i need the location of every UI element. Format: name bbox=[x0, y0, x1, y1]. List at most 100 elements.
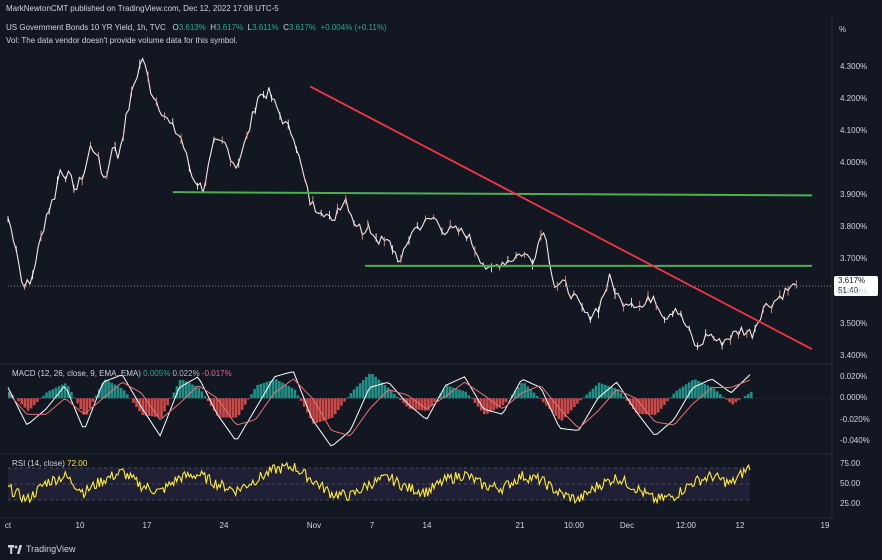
price-tick-label: 4.300% bbox=[840, 62, 868, 72]
macd-histogram-bar bbox=[697, 380, 700, 399]
price-series-line bbox=[7, 57, 369, 290]
downtrend-line bbox=[309, 85, 813, 350]
macd-histogram-bar bbox=[178, 379, 182, 399]
last-price-value: 3.617% bbox=[838, 276, 866, 285]
macd-histogram-bar bbox=[439, 393, 443, 399]
macd-histogram-bar bbox=[470, 398, 474, 400]
macd-histogram-bar bbox=[253, 388, 256, 399]
support-line bbox=[172, 191, 813, 197]
time-tick-label: 21 bbox=[515, 521, 525, 530]
macd-histogram-bar bbox=[181, 380, 185, 399]
price-tick-label: 4.200% bbox=[840, 94, 868, 104]
macd-histogram-bar bbox=[594, 385, 598, 399]
macd-histogram-bar bbox=[666, 398, 669, 402]
macd-histogram-bar bbox=[569, 398, 573, 411]
macd-histogram-bar bbox=[486, 398, 489, 414]
macd-histogram-bar bbox=[296, 395, 300, 399]
macd-histogram-bar bbox=[200, 391, 204, 399]
macd-histogram-bar bbox=[219, 398, 222, 418]
macd-tick-label: 0.020% bbox=[840, 371, 868, 381]
macd-histogram-bar bbox=[731, 398, 734, 405]
macd-histogram-bar bbox=[433, 398, 436, 402]
macd-histogram-bar bbox=[573, 398, 576, 408]
macd-histogram-bar bbox=[312, 398, 315, 424]
macd-histogram-bar bbox=[184, 381, 188, 399]
macd-histogram-bar bbox=[150, 398, 154, 417]
tradingview-logo-icon bbox=[8, 544, 22, 554]
macd-histogram-bar bbox=[290, 387, 294, 399]
rsi-tick-label: 25.00 bbox=[840, 499, 861, 508]
macd-signal-line bbox=[7, 378, 751, 437]
open-value: 3.613% bbox=[178, 23, 206, 32]
macd-histogram-bar bbox=[430, 398, 433, 407]
macd-histogram-bar bbox=[113, 384, 117, 399]
macd-histogram-bar bbox=[144, 398, 148, 416]
macd-histogram-bar bbox=[76, 398, 79, 404]
macd-histogram-bar bbox=[700, 382, 703, 399]
macd-histogram-bar bbox=[358, 383, 362, 399]
time-tick-label: Nov bbox=[306, 521, 322, 530]
symbol-name: US Government Bonds 10 YR Yield, 1h, TVC bbox=[6, 23, 166, 32]
macd-signal-value: -0.017% bbox=[201, 369, 232, 378]
macd-histogram-bar bbox=[669, 397, 672, 399]
macd-histogram-bar bbox=[54, 387, 58, 399]
macd-histogram-bar bbox=[141, 398, 145, 416]
macd-histogram-bar bbox=[728, 398, 731, 403]
macd-histogram-bar bbox=[333, 398, 337, 415]
macd-histogram-bar bbox=[383, 384, 387, 399]
macd-histogram-bar bbox=[725, 398, 728, 400]
close-label: C bbox=[283, 23, 289, 32]
macd-histogram-bar bbox=[495, 398, 499, 409]
low-value: 3.611% bbox=[252, 23, 279, 32]
macd-histogram-bar bbox=[60, 384, 64, 399]
macd-histogram-bar bbox=[203, 396, 207, 399]
macd-histogram-bar bbox=[315, 398, 318, 424]
macd-histogram-bar bbox=[352, 389, 356, 399]
rsi-value: 72.00 bbox=[67, 459, 88, 468]
macd-histogram-bar bbox=[514, 390, 517, 399]
macd-histogram-bar bbox=[420, 398, 424, 411]
macd-histogram-bar bbox=[107, 381, 110, 399]
brand-name: TradingView bbox=[26, 544, 76, 554]
macd-histogram-bar bbox=[402, 398, 405, 404]
time-tick-label: 10 bbox=[75, 521, 85, 530]
macd-histogram-bar bbox=[274, 379, 278, 399]
macd-histogram-bar bbox=[501, 398, 505, 406]
macd-histogram-bar bbox=[169, 398, 173, 399]
macd-histogram-bar bbox=[309, 398, 312, 419]
macd-histogram-bar bbox=[374, 376, 377, 399]
macd-histogram-bar bbox=[306, 398, 309, 413]
time-tick-label: ct bbox=[4, 521, 12, 530]
macd-histogram-bar bbox=[526, 386, 530, 399]
price-tick-label: 3.800% bbox=[840, 222, 868, 232]
macd-histogram-bar bbox=[635, 398, 638, 413]
macd-histogram-bar bbox=[411, 398, 415, 410]
tradingview-brand[interactable]: TradingView bbox=[8, 544, 76, 554]
macd-histogram-bar bbox=[392, 393, 396, 399]
macd-histogram-bar bbox=[712, 388, 716, 399]
macd-histogram-bar bbox=[268, 380, 272, 399]
macd-histogram-bar bbox=[125, 394, 129, 399]
macd-histogram-bar bbox=[82, 398, 86, 415]
macd-histogram-bar bbox=[157, 398, 160, 418]
ohlc-legend: US Government Bonds 10 YR Yield, 1h, TVC… bbox=[6, 23, 387, 32]
macd-histogram-bar bbox=[653, 398, 657, 415]
macd-histogram-bar bbox=[330, 398, 334, 418]
macd-histogram-bar bbox=[85, 398, 89, 415]
price-series-line bbox=[367, 216, 797, 348]
open-label: O bbox=[172, 23, 179, 32]
macd-histogram-bar bbox=[206, 398, 210, 402]
macd-histogram-bar bbox=[281, 382, 284, 399]
time-tick-label: 7 bbox=[369, 521, 375, 530]
macd-histogram-bar bbox=[517, 387, 520, 399]
macd-histogram-bar bbox=[638, 398, 641, 414]
macd-histogram-bar bbox=[408, 398, 412, 409]
macd-histogram-bar bbox=[349, 393, 353, 399]
macd-histogram-bar bbox=[743, 396, 747, 399]
price-tick-label: 3.400% bbox=[840, 350, 868, 360]
macd-histogram-bar bbox=[492, 398, 495, 411]
rsi-legend[interactable]: RSI (14, close) 72.00 bbox=[12, 459, 87, 468]
macd-histogram-bar bbox=[377, 379, 381, 399]
macd-legend[interactable]: MACD (12, 26, close, 9, EMA, EMA) 0.005%… bbox=[12, 369, 232, 378]
